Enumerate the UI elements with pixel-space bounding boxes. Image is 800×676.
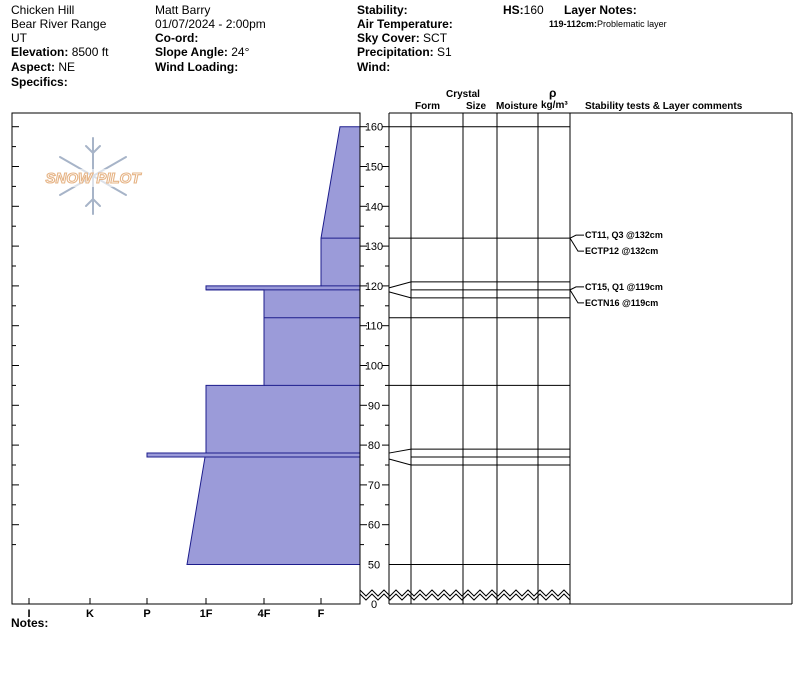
layer-note-range: 119-112cm:: [549, 19, 598, 29]
graph-frame: [11, 112, 361, 605]
depth-label-80: 80: [368, 440, 380, 452]
x-tick-label-F: F: [318, 608, 325, 620]
depth-label-110: 110: [365, 321, 383, 333]
logo-text: SNOW PILOT: [46, 170, 143, 187]
x-tick-label-4F: 4F: [258, 608, 271, 620]
hs-label: HS:: [503, 3, 524, 17]
x-tick-label-K: K: [86, 608, 94, 620]
size-header: Size: [466, 101, 487, 112]
hs-value: 160: [523, 3, 544, 17]
layer-table: [388, 126, 570, 565]
x-tick-label-I: I: [27, 608, 30, 620]
air-temp-label: Air Temperature:: [357, 17, 453, 31]
depth-label-70: 70: [368, 480, 380, 492]
depth-label-120: 120: [365, 281, 383, 293]
x-tick-label-P: P: [143, 608, 150, 620]
layer-connector-1: [388, 291, 412, 299]
stability-test-0: CT11, Q3 @132cm: [585, 230, 663, 240]
density-symbol: ρ: [549, 86, 557, 100]
elevation-row: Elevation: 8500 ft: [11, 45, 108, 59]
test-pointer-1: [569, 237, 584, 252]
depth-label-50: 50: [368, 560, 380, 572]
hardness-area: [146, 126, 361, 565]
depth-label-160: 160: [365, 122, 383, 134]
location-name: Chicken Hill: [11, 3, 75, 17]
depth-label-60: 60: [368, 520, 380, 532]
layer-note: 119-112cm:Problematic layer: [549, 19, 667, 30]
slope-value: 24°: [231, 45, 250, 59]
depth-label-100: 100: [365, 361, 383, 373]
depth-label-150: 150: [365, 162, 383, 174]
elevation-value: 8500 ft: [71, 45, 109, 59]
elevation-label: Elevation:: [11, 45, 69, 59]
precip-row: Precipitation: S1: [357, 45, 452, 59]
coord-label: Co-ord:: [155, 31, 199, 45]
test-pointer-2: [569, 286, 584, 291]
notes-label: Notes:: [11, 616, 49, 630]
crystal-header: Crystal: [446, 89, 480, 100]
moisture-header: Moisture: [496, 101, 538, 112]
axis-ticks: I K P 1F 4F F 160 150 140 130 120 110 100 90 80 70 60 50 0: [12, 122, 571, 620]
sky-label: Sky Cover:: [357, 31, 420, 45]
depth-label-90: 90: [368, 400, 380, 412]
depth-label-140: 140: [365, 201, 383, 213]
hs-row: HS:160: [503, 3, 544, 17]
slope-row: Slope Angle: 24°: [155, 45, 249, 59]
hardness-polygon: [146, 126, 361, 565]
layer-notes-label: Layer Notes:: [564, 3, 637, 17]
aspect-row: Aspect: NE: [11, 60, 75, 74]
layer-note-text: Problematic layer: [597, 19, 667, 29]
stability-tests-header: Stability tests & Layer comments: [585, 101, 743, 112]
axis-break-top: [359, 589, 571, 597]
form-header: Form: [415, 101, 440, 112]
snowpilot-logo: SNOW PILOT: [32, 137, 155, 215]
specifics-label: Specifics:: [11, 75, 68, 89]
axis-break-bottom: [359, 593, 571, 601]
observer-name: Matt Barry: [155, 3, 211, 17]
stability-test-2: CT15, Q1 @119cm: [585, 282, 663, 292]
stability-label: Stability:: [357, 3, 408, 17]
layer-connector-3: [388, 458, 412, 466]
depth-label-0: 0: [371, 599, 377, 611]
density-unit: kg/m³: [541, 100, 568, 111]
test-pointer-0: [569, 234, 584, 239]
wind-label: Wind:: [357, 60, 391, 74]
precip-value: S1: [437, 45, 452, 59]
slope-label: Slope Angle:: [155, 45, 228, 59]
precip-label: Precipitation:: [357, 45, 434, 59]
stability-test-3: ECTN16 @119cm: [585, 298, 658, 308]
sky-value: SCT: [423, 31, 448, 45]
aspect-value: NE: [58, 60, 76, 74]
stability-test-annotations: CT11, Q3 @132cm ECTP12 @132cm CT15, Q1 @11…: [569, 230, 663, 308]
chart-frame: [11, 112, 793, 605]
aspect-label: Aspect:: [11, 60, 56, 74]
depth-label-130: 130: [365, 241, 383, 253]
wind-loading-label: Wind Loading:: [155, 60, 239, 74]
x-tick-label-1F: 1F: [200, 608, 213, 620]
layer-connector-0: [388, 281, 412, 289]
state-name: UT: [11, 31, 27, 45]
test-pointer-3: [569, 289, 584, 304]
layer-connector-2: [388, 448, 412, 454]
sky-row: Sky Cover: SCT: [357, 31, 447, 45]
observation-datetime: 01/07/2024 - 2:00pm: [155, 17, 266, 31]
range-name: Bear River Range: [11, 17, 107, 31]
stability-test-1: ECTP12 @132cm: [585, 246, 658, 256]
